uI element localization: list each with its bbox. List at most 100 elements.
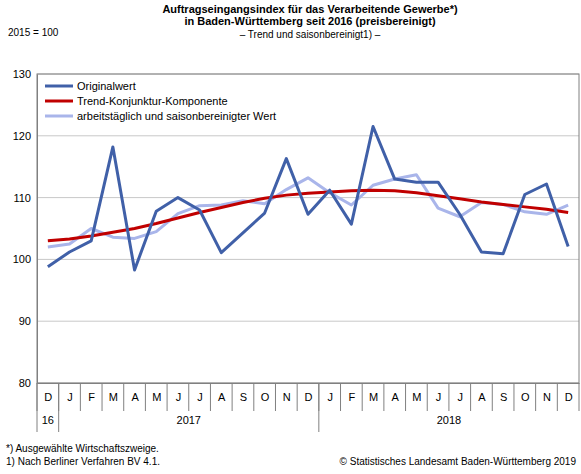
month-separator [123, 383, 124, 411]
x-tick: J [197, 383, 203, 403]
legend: Originalwert Trend-Konjunktur-Komponente a… [45, 80, 276, 122]
y-tick: 100 [13, 253, 37, 265]
y-label: 2015 = 100 [8, 27, 59, 38]
x-tick: J [458, 383, 464, 403]
month-separator [340, 383, 341, 411]
grid-line [37, 135, 579, 136]
x-tick: O [261, 383, 270, 403]
y-tick: 130 [13, 68, 37, 80]
month-separator [167, 383, 168, 411]
x-tick: D [305, 383, 313, 403]
x-axis: DJFMAMJJASONDJFMAMJJASOND [38, 383, 580, 403]
x-tick: F [88, 383, 95, 403]
x-tick: S [240, 383, 247, 403]
x-tick: M [412, 383, 421, 403]
x-tick-label: J [67, 391, 73, 403]
x-tick-label: N [283, 391, 291, 403]
legend-swatch [45, 85, 73, 88]
x-tick-label: D [565, 391, 573, 403]
y-tick-label: 120 [13, 130, 31, 142]
x-tick: N [283, 383, 291, 403]
year-label: 2018 [437, 414, 461, 426]
x-tick-label: J [176, 391, 182, 403]
month-separator [232, 383, 233, 411]
x-tick-label: J [327, 391, 333, 403]
year-separator [318, 383, 319, 432]
x-tick-label: A [218, 391, 226, 403]
x-tick: J [327, 383, 333, 403]
x-tick-label: A [131, 391, 139, 403]
y-tick-label: 90 [19, 315, 31, 327]
x-tick: J [176, 383, 182, 403]
y-tick: 90 [19, 315, 37, 327]
x-tick-label: S [500, 391, 507, 403]
x-tick: A [478, 383, 486, 403]
y-tick-label: 110 [13, 192, 31, 204]
y-axis: 80 90 100 110 120 130 [13, 68, 38, 389]
y-tick-label: 100 [13, 253, 31, 265]
x-tick-label: J [458, 391, 464, 403]
x-tick: A [392, 383, 400, 403]
x-tick: M [369, 383, 378, 403]
legend-label: arbeitstäglich und saisonbereinigter Wer… [77, 110, 276, 122]
month-separator [80, 383, 81, 411]
x-tick-label: O [261, 391, 270, 403]
x-tick-label: A [478, 391, 486, 403]
month-separator [513, 383, 514, 411]
x-separators [37, 383, 579, 432]
x-tick: J [436, 383, 442, 403]
month-separator [188, 383, 189, 411]
x-tick: D [44, 383, 52, 403]
plot-frame [37, 74, 579, 383]
chart: Auftragseingangsindex für das Verarbeite… [0, 0, 581, 474]
series-line [48, 127, 568, 270]
month-separator [535, 383, 536, 411]
x-tick-label: F [88, 391, 95, 403]
legend-swatch [45, 100, 73, 103]
legend-label: Originalwert [77, 80, 136, 92]
month-separator [102, 383, 103, 411]
legend-label: Trend-Konjunktur-Komponente [77, 95, 228, 107]
x-tick-label: M [369, 391, 378, 403]
month-separator [427, 383, 428, 411]
month-separator [405, 383, 406, 411]
year-label: 16 [42, 414, 54, 426]
title: Auftragseingangsindex für das Verarbeite… [162, 3, 458, 15]
x-tick-label: M [152, 391, 161, 403]
x-tick: O [521, 383, 530, 403]
month-separator [557, 383, 558, 411]
x-tick: M [152, 383, 161, 403]
x-tick-label: M [412, 391, 421, 403]
year-separator [58, 383, 59, 432]
subtitle: – Trend und saisonbereinigt1) – [240, 29, 381, 40]
x-tick-label: N [543, 391, 551, 403]
month-separator [210, 383, 211, 411]
month-separator [297, 383, 298, 411]
legend-swatch [45, 115, 73, 118]
x-tick-label: A [392, 391, 400, 403]
y-tick: 110 [13, 192, 37, 204]
footnote: *) Ausgewählte Wirtschaftszweige. [6, 443, 159, 454]
x-axis-line [38, 383, 580, 384]
month-separator [448, 383, 449, 411]
footnote: 1) Nach Berliner Verfahren BV 4.1. [6, 456, 160, 467]
x-tick: F [348, 383, 355, 403]
x-tick-label: O [521, 391, 530, 403]
y-tick-label: 80 [19, 377, 31, 389]
month-separator [362, 383, 363, 411]
month-separator [253, 383, 254, 411]
x-tick: M [109, 383, 118, 403]
source: © Statistisches Landesamt Baden-Württemb… [340, 456, 577, 467]
year-label: 2017 [177, 414, 201, 426]
month-separator [579, 383, 580, 411]
x-tick: D [565, 383, 573, 403]
x-tick: N [543, 383, 551, 403]
month-separator [145, 383, 146, 411]
grid [37, 74, 579, 383]
x-tick: A [218, 383, 226, 403]
x-tick-label: D [44, 391, 52, 403]
title: in Baden-Württemberg seit 2016 (preisber… [184, 15, 436, 27]
x-tick-label: D [305, 391, 313, 403]
grid-line [37, 259, 579, 260]
month-separator [383, 383, 384, 411]
